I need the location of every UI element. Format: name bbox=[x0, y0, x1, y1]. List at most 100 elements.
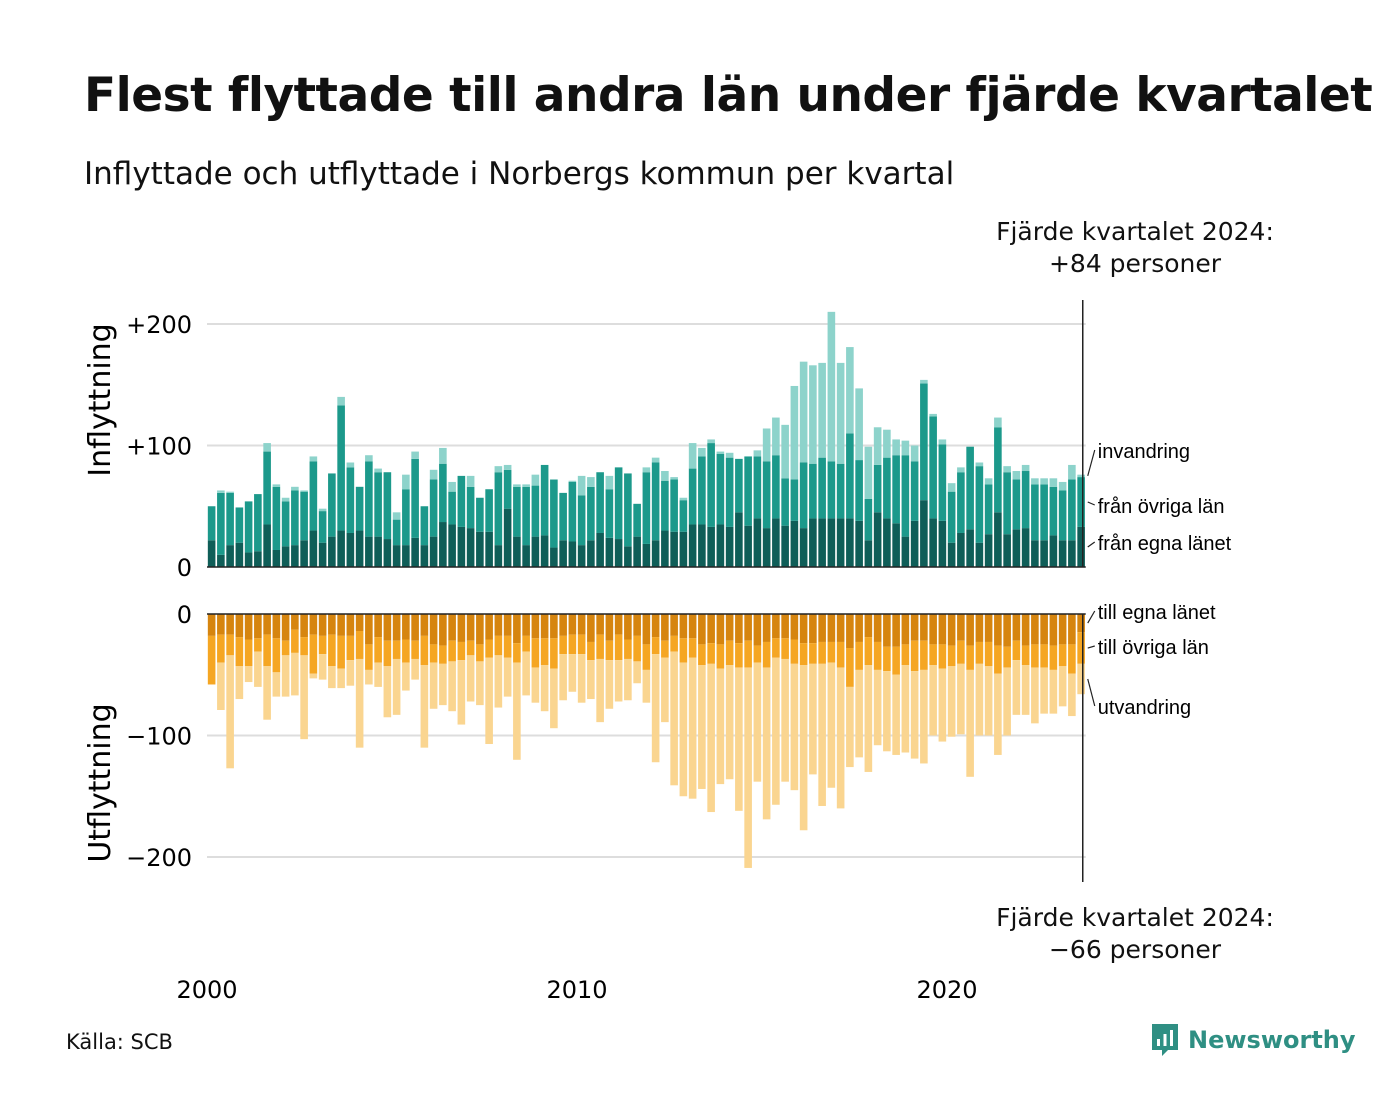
bar-inflow-own-county bbox=[291, 545, 299, 567]
bar-outflow-emigration bbox=[281, 655, 290, 697]
bar-outflow-other-counties bbox=[402, 639, 410, 663]
bar-inflow-immigration bbox=[439, 447, 447, 464]
bar-outflow-emigration bbox=[365, 669, 373, 685]
bar-inflow-own-county bbox=[1021, 528, 1030, 567]
bar-outflow-other-counties bbox=[466, 640, 475, 656]
bar-inflow-other-counties bbox=[420, 506, 429, 546]
bar-inflow-other-counties bbox=[429, 479, 438, 537]
bar-inflow-own-county bbox=[864, 540, 873, 567]
bar-inflow-other-counties bbox=[642, 472, 651, 544]
bar-inflow-own-county bbox=[494, 545, 503, 567]
bar-outflow-other-counties bbox=[1031, 644, 1039, 668]
bar-outflow-emigration bbox=[355, 658, 364, 748]
bar-inflow-own-county bbox=[439, 522, 447, 567]
bar-outflow-own-county bbox=[235, 614, 244, 638]
bar-inflow-other-counties bbox=[846, 433, 854, 519]
bar-inflow-immigration bbox=[855, 388, 863, 461]
bar-outflow-own-county bbox=[587, 614, 595, 642]
bar-inflow-own-county bbox=[633, 536, 641, 568]
bar-outflow-own-county bbox=[392, 614, 401, 641]
legend-label-outflow: utvandring bbox=[1098, 697, 1191, 719]
bar-outflow-other-counties bbox=[975, 641, 984, 664]
bar-inflow-other-counties bbox=[772, 455, 780, 519]
bar-inflow-own-county bbox=[402, 545, 410, 567]
bar-inflow-immigration bbox=[513, 484, 521, 487]
bar-inflow-other-counties bbox=[291, 490, 299, 546]
bar-outflow-own-county bbox=[217, 614, 225, 635]
bar-inflow-other-counties bbox=[799, 462, 808, 529]
bar-inflow-immigration bbox=[291, 486, 299, 491]
bar-inflow-other-counties bbox=[855, 460, 863, 521]
bar-outflow-own-county bbox=[1003, 614, 1011, 647]
bar-outflow-own-county bbox=[318, 614, 327, 636]
bar-inflow-own-county bbox=[753, 518, 762, 567]
y-tick-label-inflow: +100 bbox=[126, 433, 192, 461]
bar-outflow-other-counties bbox=[670, 635, 678, 652]
bar-inflow-other-counties bbox=[244, 501, 253, 553]
bar-outflow-other-counties bbox=[938, 644, 947, 669]
bar-outflow-emigration bbox=[836, 667, 845, 809]
bar-outflow-emigration bbox=[892, 674, 900, 755]
bar-outflow-other-counties bbox=[984, 641, 993, 667]
bar-outflow-emigration bbox=[476, 661, 484, 706]
bar-inflow-immigration bbox=[910, 445, 919, 462]
bar-inflow-own-county bbox=[836, 518, 845, 567]
bar-inflow-own-county bbox=[235, 542, 244, 567]
bar-inflow-own-county bbox=[799, 528, 808, 567]
bar-outflow-other-counties bbox=[522, 635, 530, 652]
bar-inflow-own-county bbox=[947, 542, 956, 567]
bar-outflow-other-counties bbox=[374, 637, 382, 663]
bar-inflow-own-county bbox=[883, 518, 891, 567]
bar-outflow-own-county bbox=[642, 614, 651, 645]
bar-outflow-own-county bbox=[485, 614, 493, 640]
bar-outflow-emigration bbox=[818, 663, 826, 806]
bar-inflow-own-county bbox=[272, 549, 281, 567]
bar-outflow-emigration bbox=[392, 658, 401, 715]
bar-outflow-other-counties bbox=[864, 637, 873, 666]
bar-inflow-other-counties bbox=[383, 472, 392, 540]
bar-outflow-own-county bbox=[762, 614, 771, 642]
bar-inflow-own-county bbox=[605, 537, 614, 567]
bar-inflow-other-counties bbox=[337, 405, 345, 531]
bar-inflow-own-county bbox=[688, 524, 697, 568]
bar-outflow-other-counties bbox=[744, 640, 752, 668]
bar-outflow-other-counties bbox=[753, 645, 762, 663]
bar-outflow-emigration bbox=[707, 663, 715, 813]
bar-outflow-own-county bbox=[328, 614, 336, 635]
bar-outflow-own-county bbox=[531, 614, 540, 639]
bar-outflow-other-counties bbox=[679, 638, 688, 663]
bar-inflow-own-county bbox=[281, 546, 290, 568]
brand-name: Newsworthy bbox=[1188, 1026, 1356, 1054]
bar-outflow-other-counties bbox=[429, 644, 438, 663]
bar-outflow-other-counties bbox=[309, 634, 318, 674]
bar-outflow-own-county bbox=[1021, 614, 1030, 646]
bar-inflow-own-county bbox=[846, 518, 854, 567]
bar-outflow-emigration bbox=[513, 662, 521, 760]
bar-inflow-other-counties bbox=[614, 467, 623, 540]
bar-inflow-own-county bbox=[300, 540, 308, 567]
bar-inflow-immigration bbox=[1068, 464, 1076, 480]
bar-outflow-own-county bbox=[346, 614, 355, 636]
bar-outflow-other-counties bbox=[577, 634, 586, 655]
bar-outflow-emigration bbox=[938, 668, 947, 742]
bar-inflow-other-counties bbox=[207, 506, 216, 541]
bar-outflow-other-counties bbox=[383, 640, 392, 667]
bar-inflow-own-county bbox=[346, 532, 355, 567]
bar-inflow-other-counties bbox=[651, 462, 660, 541]
bar-outflow-other-counties bbox=[772, 638, 780, 658]
bar-inflow-own-county bbox=[1068, 540, 1076, 567]
bar-outflow-other-counties bbox=[503, 635, 512, 658]
bar-inflow-own-county bbox=[420, 545, 429, 567]
annotation-latest-outflow: Fjärde kvartalet 2024: −66 personer bbox=[965, 902, 1305, 966]
annotation-latest-outflow-line2: −66 personer bbox=[1048, 935, 1222, 964]
bar-inflow-own-county bbox=[910, 520, 919, 567]
bar-outflow-own-county bbox=[679, 614, 688, 639]
bar-inflow-other-counties bbox=[892, 455, 900, 524]
bar-outflow-emigration bbox=[402, 662, 410, 691]
bar-inflow-immigration bbox=[1058, 481, 1067, 491]
bar-outflow-emigration bbox=[614, 660, 623, 702]
bar-inflow-immigration bbox=[707, 439, 715, 444]
bar-inflow-immigration bbox=[975, 462, 984, 467]
bar-inflow-immigration bbox=[226, 491, 234, 493]
bar-outflow-other-counties bbox=[476, 644, 484, 662]
